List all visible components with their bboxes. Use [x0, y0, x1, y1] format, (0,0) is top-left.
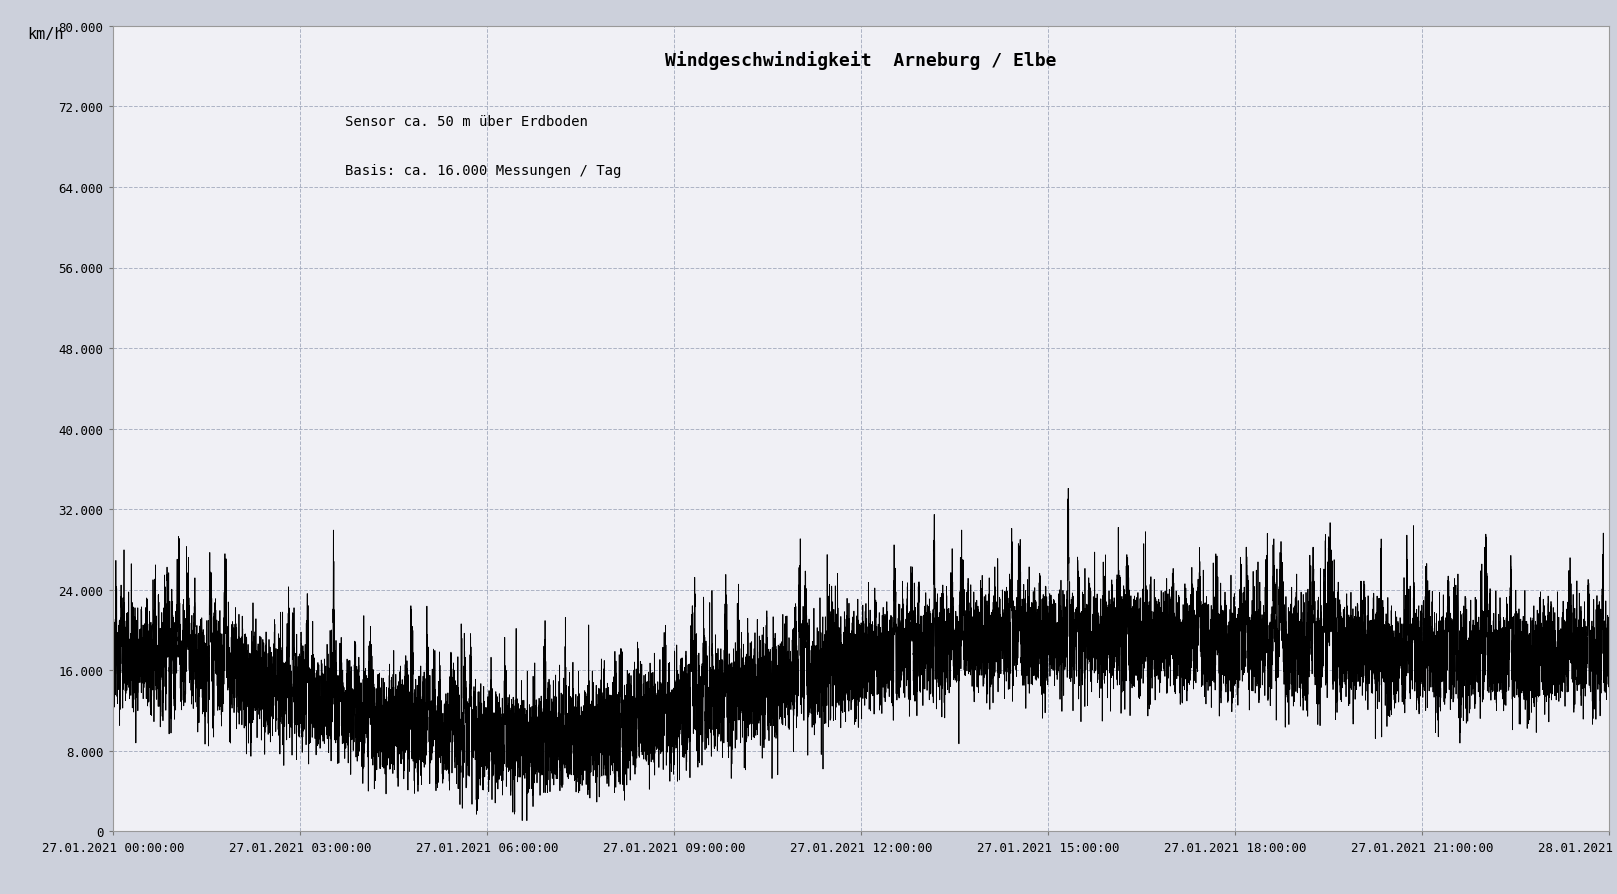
Text: Sensor ca. 50 m über Erdboden: Sensor ca. 50 m über Erdboden: [344, 115, 589, 130]
Text: Windgeschwindigkeit  Arneburg / Elbe: Windgeschwindigkeit Arneburg / Elbe: [665, 51, 1058, 70]
Y-axis label: km/h: km/h: [27, 27, 65, 42]
Text: Basis: ca. 16.000 Messungen / Tag: Basis: ca. 16.000 Messungen / Tag: [344, 164, 621, 178]
